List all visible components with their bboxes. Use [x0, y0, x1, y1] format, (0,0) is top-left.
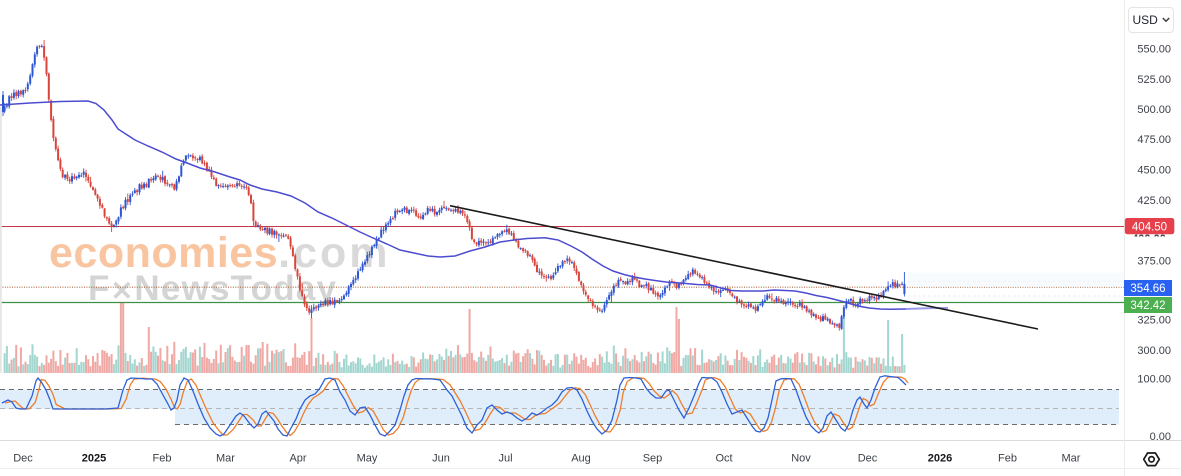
svg-text:Oct: Oct [715, 453, 732, 465]
svg-text:2026: 2026 [928, 453, 952, 465]
svg-text:Jul: Jul [498, 453, 512, 465]
svg-text:500.00: 500.00 [1137, 104, 1171, 116]
svg-text:Feb: Feb [998, 453, 1017, 465]
svg-text:450.00: 450.00 [1137, 164, 1171, 176]
svg-text:404.50: 404.50 [1132, 221, 1167, 233]
svg-text:Apr: Apr [289, 453, 306, 465]
svg-text:Mar: Mar [1062, 453, 1081, 465]
svg-text:May: May [357, 453, 378, 465]
svg-text:USD: USD [1133, 13, 1159, 27]
svg-text:342.42: 342.42 [1130, 300, 1165, 312]
svg-text:2025: 2025 [82, 453, 106, 465]
svg-text:400.00: 400.00 [1132, 233, 1166, 245]
svg-text:300.00: 300.00 [1137, 345, 1171, 357]
svg-text:375.00: 375.00 [1137, 255, 1171, 267]
svg-text:325.00: 325.00 [1137, 315, 1171, 327]
svg-text:Dec: Dec [13, 453, 33, 465]
svg-text:475.00: 475.00 [1137, 134, 1171, 146]
svg-text:Jun: Jun [432, 453, 450, 465]
svg-text:0.00: 0.00 [1150, 431, 1171, 443]
svg-text:354.66: 354.66 [1130, 283, 1165, 295]
svg-text:Sep: Sep [643, 453, 663, 465]
svg-text:100.00: 100.00 [1137, 373, 1171, 385]
svg-text:Nov: Nov [791, 453, 811, 465]
svg-text:Feb: Feb [153, 453, 172, 465]
svg-text:Mar: Mar [216, 453, 235, 465]
svg-text:425.00: 425.00 [1137, 195, 1171, 207]
svg-text:Dec: Dec [858, 453, 878, 465]
svg-text:550.00: 550.00 [1137, 44, 1171, 56]
svg-text:Aug: Aug [571, 453, 591, 465]
svg-text:F✕NewsToday: F✕NewsToday [88, 269, 337, 308]
svg-text:525.00: 525.00 [1137, 74, 1171, 86]
